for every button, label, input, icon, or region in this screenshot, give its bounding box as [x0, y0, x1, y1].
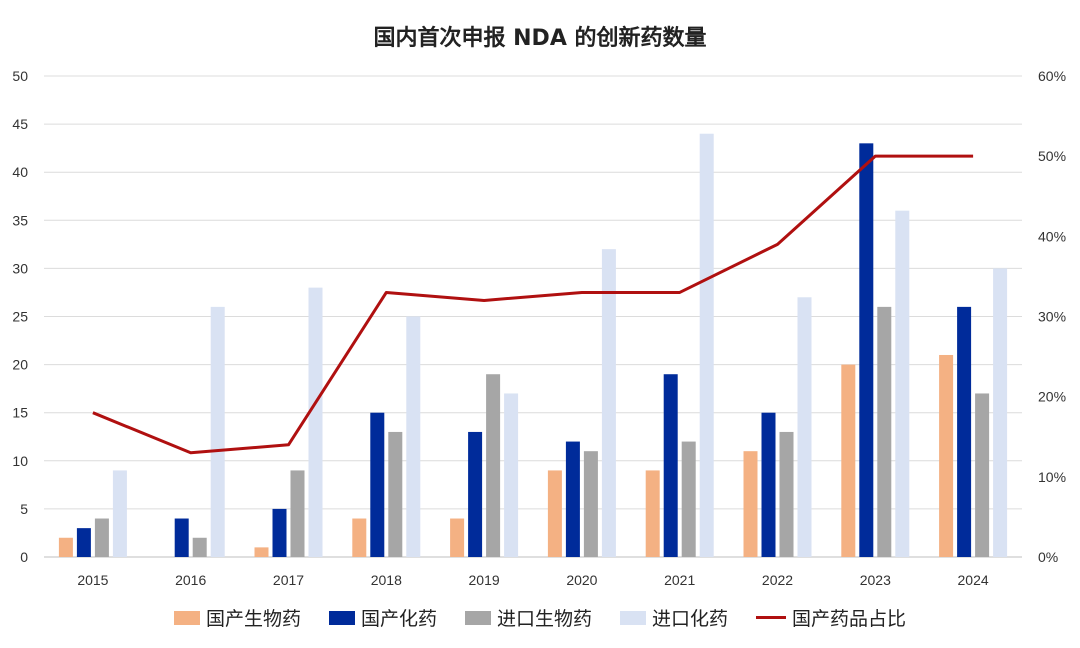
bar — [388, 431, 403, 557]
x-tick-label: 2015 — [77, 572, 108, 588]
bar — [112, 470, 127, 557]
legend-label: 国产药品占比 — [792, 608, 907, 630]
bar — [699, 133, 714, 557]
chart-title: 国内首次申报 NDA 的创新药数量 — [373, 26, 707, 51]
bar — [450, 518, 465, 557]
bar — [94, 518, 109, 557]
bar — [975, 393, 990, 557]
bar — [370, 412, 385, 557]
y-tick-label: 10 — [12, 453, 28, 469]
legend-label: 国产生物药 — [205, 608, 301, 630]
legend-item: 进口生物药 — [464, 604, 592, 631]
bar — [743, 451, 758, 557]
bar — [877, 306, 892, 557]
bar — [210, 306, 225, 557]
y-tick-label: 5 — [20, 501, 28, 517]
x-tick-label: 2022 — [762, 572, 793, 588]
bar — [547, 470, 562, 557]
x-tick-label: 2024 — [958, 572, 989, 588]
y2-tick-label: 40% — [1038, 228, 1066, 244]
bar — [797, 297, 812, 557]
bar — [58, 537, 73, 557]
x-tick-label: 2018 — [371, 572, 402, 588]
bar — [601, 249, 616, 557]
series-line — [92, 154, 974, 455]
grid-lines — [44, 75, 1022, 558]
bar — [504, 393, 519, 557]
y2-tick-label: 10% — [1038, 469, 1066, 485]
y2-tick-label: 30% — [1038, 309, 1066, 325]
y-tick-label: 20 — [12, 357, 28, 373]
legend-item: 进口化药 — [620, 604, 728, 631]
legend-label: 进口化药 — [652, 608, 729, 630]
legend-swatch — [756, 616, 787, 619]
y-tick-label: 45 — [12, 116, 28, 132]
legend: 国产生物药 国产化药 进口生物药 进口化药 国产药品占比 — [0, 604, 1080, 631]
y-tick-label: 15 — [12, 405, 28, 421]
legend-item: 国产化药 — [328, 604, 437, 631]
x-tick-label: 2021 — [664, 572, 695, 588]
legend-swatch — [464, 610, 491, 625]
legend-label: 进口生物药 — [496, 608, 592, 630]
x-tick-label: 2016 — [175, 572, 206, 588]
bar — [174, 518, 189, 557]
legend-swatch — [328, 610, 355, 625]
bar — [352, 518, 367, 557]
bar — [308, 287, 323, 557]
y-tick-label: 25 — [12, 309, 28, 325]
bar — [486, 374, 501, 557]
y-tick-label: 35 — [12, 212, 28, 228]
bar — [895, 210, 910, 557]
bar — [406, 316, 421, 557]
bar — [957, 306, 972, 557]
bar — [663, 374, 678, 557]
legend-swatch — [173, 610, 200, 625]
bar — [76, 528, 91, 557]
y-tick-label: 0 — [20, 549, 28, 565]
y2-tick-label: 60% — [1038, 68, 1066, 84]
bar — [779, 431, 794, 557]
axis-labels: 0 5 10 15 20 25 30 35 40 45 50 0% 10% 20% 30% 40% 50% 60%… — [12, 68, 1066, 588]
bar — [468, 431, 483, 557]
bar — [272, 508, 287, 557]
bar — [583, 451, 598, 557]
y-tick-label: 40 — [12, 164, 28, 180]
y2-tick-label: 50% — [1038, 148, 1066, 164]
bar — [290, 470, 305, 557]
y2-tick-label: 0% — [1038, 549, 1058, 565]
bar — [192, 537, 207, 557]
y2-tick-label: 20% — [1038, 389, 1066, 405]
bar-layer — [58, 133, 1008, 557]
legend-swatch — [620, 610, 646, 625]
bar — [645, 470, 660, 557]
bar — [565, 441, 580, 557]
bar — [841, 364, 856, 557]
bar — [254, 547, 269, 557]
x-tick-label: 2023 — [860, 572, 891, 588]
bar — [681, 441, 696, 557]
x-tick-label: 2017 — [273, 572, 304, 588]
y-tick-label: 30 — [12, 260, 28, 276]
bar — [993, 268, 1008, 557]
bar — [939, 354, 954, 557]
legend-label: 国产化药 — [360, 608, 437, 630]
y-tick-label: 50 — [12, 68, 28, 84]
x-tick-label: 2020 — [566, 572, 597, 588]
legend-item: 国产生物药 — [173, 604, 301, 631]
line-layer — [92, 154, 974, 455]
bar — [859, 143, 874, 557]
bar — [761, 412, 776, 557]
x-tick-label: 2019 — [469, 572, 500, 588]
legend-item: 国产药品占比 — [756, 604, 906, 631]
